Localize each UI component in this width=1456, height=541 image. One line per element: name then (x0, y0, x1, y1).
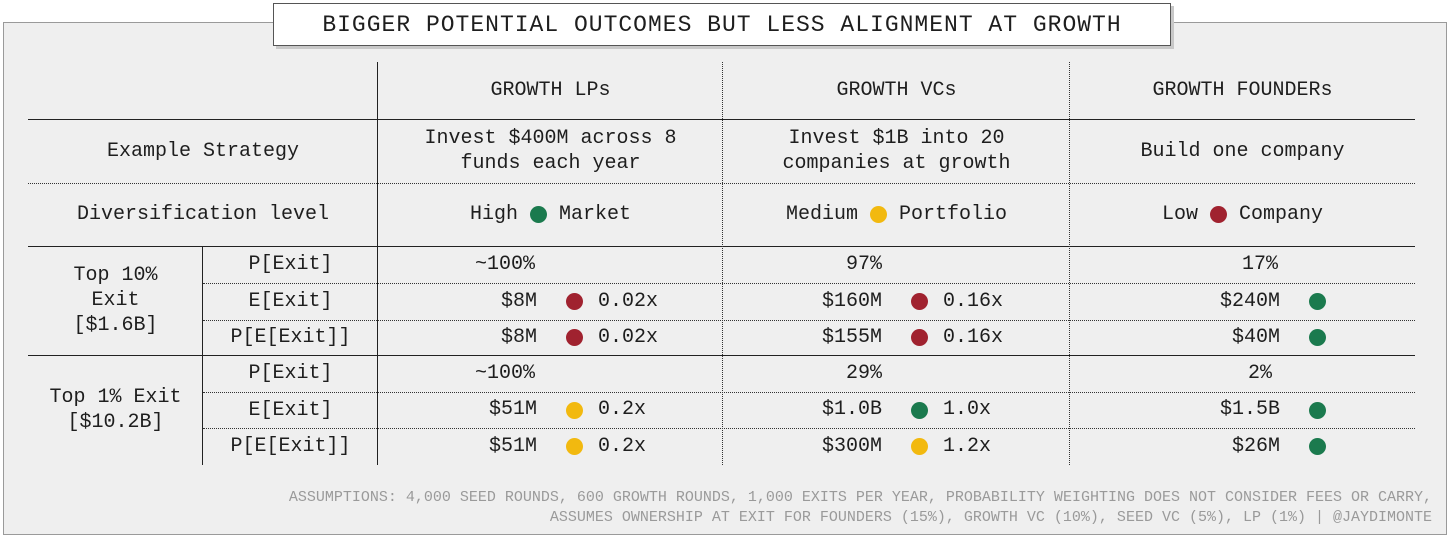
value: $300M (821, 434, 882, 458)
value: $240M (1219, 289, 1280, 313)
divider (202, 246, 203, 465)
divider (28, 246, 1415, 247)
status-dot (566, 401, 583, 419)
metric-label: P[E[Exit]] (230, 435, 351, 458)
status-dot (911, 438, 928, 455)
column-header: GROWTH FOUNDERs (1152, 79, 1333, 102)
footnote: ASSUMPTIONS: 4,000 SEED ROUNDS, 600 GROW… (288, 489, 1432, 506)
divider (377, 62, 378, 465)
value: $8M (500, 289, 537, 313)
probability: 2% (1247, 361, 1272, 385)
status-dot (530, 206, 547, 223)
status-dot (869, 206, 887, 223)
metric-label: E[Exit] (248, 290, 333, 313)
value: $160M (821, 289, 882, 313)
group-label: Top 10% Exit [$1.6B] (73, 264, 158, 337)
multiple: 0.16x (943, 289, 1004, 313)
probability: ~100% (474, 252, 535, 276)
text: Medium (785, 203, 858, 226)
status-dot (1309, 329, 1326, 346)
diversification-cell: Medium Portfolio (723, 183, 1070, 246)
divider (203, 392, 1415, 393)
text: Low (1161, 203, 1198, 226)
multiple: 0.2x (598, 398, 647, 421)
value: $155M (821, 325, 882, 349)
value: $1.5B (1219, 398, 1280, 421)
value: $26M (1231, 434, 1280, 458)
probability: 17% (1241, 252, 1278, 276)
divider (203, 320, 1415, 321)
probability: 97% (845, 252, 882, 276)
status-dot (566, 293, 583, 310)
status-dot (1309, 293, 1326, 310)
group-label: Top 1% Exit [$10.2B] (49, 386, 182, 434)
status-dot (1309, 401, 1326, 419)
divider (722, 62, 723, 465)
status-dot (566, 438, 583, 455)
metric-label: E[Exit] (248, 398, 333, 422)
divider (28, 183, 1415, 184)
strategy-cell: Build one company (1140, 139, 1345, 163)
column-header: GROWTH LPs (490, 79, 611, 102)
text: Portfolio (898, 203, 1008, 226)
status-dot (911, 329, 928, 346)
title: BIGGER POTENTIAL OUTCOMES BUT LESS ALIGN… (273, 3, 1171, 46)
strategy-cell: Invest $1B into 20 companies at growth (782, 127, 1011, 175)
value: $1.0B (821, 398, 882, 421)
row-label: Diversification level (76, 203, 330, 226)
text: Market (559, 203, 632, 226)
status-dot (1210, 206, 1227, 223)
row-label: Example Strategy (106, 139, 300, 163)
multiple: 1.2x (943, 434, 992, 458)
text: High (469, 203, 518, 226)
divider (203, 428, 1415, 429)
divider (28, 355, 1415, 356)
probability: 29% (845, 361, 882, 385)
diversification-cell: Low Company (1070, 183, 1415, 246)
text: Company (1239, 203, 1324, 226)
value: $8M (500, 325, 537, 349)
value: $51M (488, 434, 537, 458)
strategy-cell: Invest $400M across 8 funds each year (424, 127, 677, 175)
divider (28, 119, 1415, 120)
multiple: 0.2x (598, 434, 647, 458)
value: $40M (1231, 325, 1280, 349)
value: $51M (488, 398, 537, 421)
multiple: 0.02x (598, 289, 659, 313)
metric-label: P[Exit] (248, 362, 333, 385)
metric-label: P[E[Exit]] (230, 326, 351, 349)
status-dot (911, 401, 928, 419)
status-dot (1309, 438, 1326, 455)
diversification-cell: High Market (378, 183, 723, 246)
divider (1069, 62, 1070, 465)
frame (3, 22, 1447, 535)
probability: ~100% (474, 361, 535, 385)
metric-label: P[Exit] (248, 253, 333, 276)
divider (203, 283, 1415, 284)
footnote: ASSUMES OWNERSHIP AT EXIT FOR FOUNDERS (… (549, 509, 1432, 526)
status-dot (911, 293, 928, 310)
multiple: 0.16x (943, 325, 1004, 349)
multiple: 1.0x (943, 398, 992, 421)
multiple: 0.02x (598, 325, 659, 349)
column-header: GROWTH VCs (836, 79, 957, 102)
status-dot (566, 329, 583, 346)
